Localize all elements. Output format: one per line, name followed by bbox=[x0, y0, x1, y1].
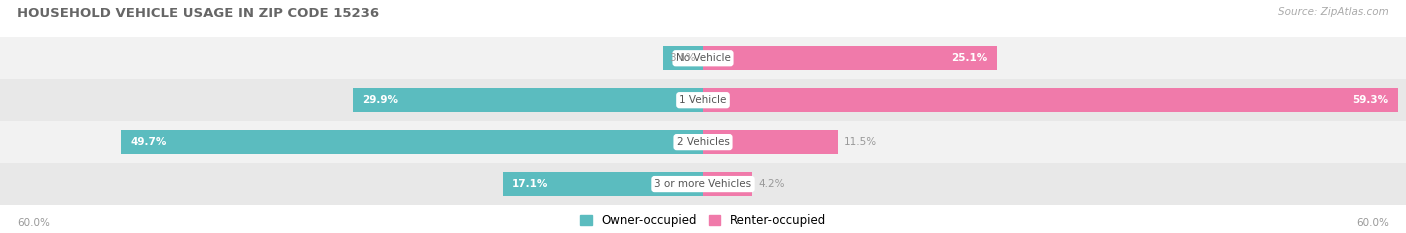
Bar bbox=[503, 172, 703, 196]
Text: 17.1%: 17.1% bbox=[512, 179, 548, 189]
Bar bbox=[703, 130, 838, 154]
Text: 25.1%: 25.1% bbox=[952, 53, 987, 63]
Bar bbox=[703, 172, 752, 196]
Text: 29.9%: 29.9% bbox=[363, 95, 398, 105]
Text: 3.4%: 3.4% bbox=[669, 53, 696, 63]
Text: 59.3%: 59.3% bbox=[1353, 95, 1389, 105]
Bar bbox=[0, 121, 1406, 163]
Bar bbox=[121, 130, 703, 154]
Bar bbox=[353, 88, 703, 112]
Bar bbox=[703, 88, 1398, 112]
Text: 49.7%: 49.7% bbox=[129, 137, 166, 147]
Bar bbox=[0, 79, 1406, 121]
Text: 4.2%: 4.2% bbox=[758, 179, 785, 189]
Text: 2 Vehicles: 2 Vehicles bbox=[676, 137, 730, 147]
Text: HOUSEHOLD VEHICLE USAGE IN ZIP CODE 15236: HOUSEHOLD VEHICLE USAGE IN ZIP CODE 1523… bbox=[17, 7, 380, 20]
Text: Source: ZipAtlas.com: Source: ZipAtlas.com bbox=[1278, 7, 1389, 17]
Text: 3 or more Vehicles: 3 or more Vehicles bbox=[654, 179, 752, 189]
Text: 1 Vehicle: 1 Vehicle bbox=[679, 95, 727, 105]
Bar bbox=[664, 46, 703, 70]
Legend: Owner-occupied, Renter-occupied: Owner-occupied, Renter-occupied bbox=[579, 214, 827, 227]
Text: 60.0%: 60.0% bbox=[17, 218, 49, 228]
Bar bbox=[0, 37, 1406, 79]
Bar bbox=[0, 163, 1406, 205]
Bar bbox=[703, 46, 997, 70]
Text: 60.0%: 60.0% bbox=[1357, 218, 1389, 228]
Text: No Vehicle: No Vehicle bbox=[675, 53, 731, 63]
Text: 11.5%: 11.5% bbox=[844, 137, 877, 147]
